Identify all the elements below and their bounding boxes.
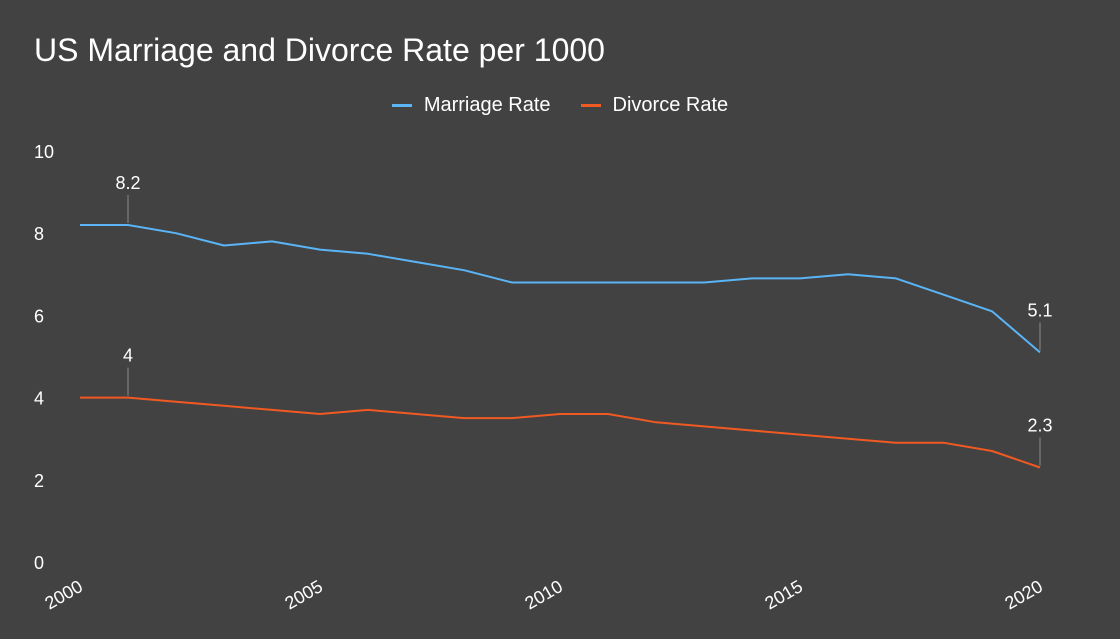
x-tick-label: 2020: [1001, 576, 1046, 613]
x-tick-label: 2005: [281, 576, 326, 613]
legend-label-marriage-rate: Marriage Rate: [423, 94, 551, 116]
y-tick-label: 8: [34, 224, 44, 244]
series-line-marriage-rate[interactable]: [80, 224, 1041, 354]
data-labels: 8.2 5.1 4 2.3: [115, 173, 1053, 466]
y-tick-label: 4: [34, 389, 44, 409]
chart-legend: Marriage Rate Divorce Rate: [0, 94, 1120, 117]
y-tick-label: 2: [34, 471, 44, 491]
chart-title: US Marriage and Divorce Rate per 1000: [34, 32, 605, 68]
y-tick-label: 10: [34, 142, 54, 162]
legend-swatch-marriage-rate: [391, 104, 412, 107]
series-lines: [80, 224, 1041, 469]
x-tick-label: 2000: [41, 576, 86, 613]
x-tick-label: 2010: [521, 576, 566, 613]
x-tick-label: 2015: [761, 576, 806, 613]
series-line-divorce-rate[interactable]: [80, 396, 1041, 469]
y-tick-label: 6: [34, 306, 44, 326]
legend-swatch-divorce-rate: [580, 104, 601, 107]
legend-item-marriage-rate[interactable]: Marriage Rate: [391, 94, 551, 117]
data-label: 5.1: [1027, 300, 1052, 320]
data-label: 2.3: [1027, 415, 1052, 435]
data-label: 8.2: [115, 173, 140, 193]
y-tick-label: 0: [34, 553, 44, 573]
x-axis: 2000 2005 2010 2015 2020: [41, 576, 1046, 613]
y-axis: 0 2 4 6 8 10: [34, 142, 54, 573]
legend-item-divorce-rate[interactable]: Divorce Rate: [580, 94, 729, 117]
legend-label-divorce-rate: Divorce Rate: [612, 94, 729, 116]
data-label: 4: [123, 346, 133, 366]
